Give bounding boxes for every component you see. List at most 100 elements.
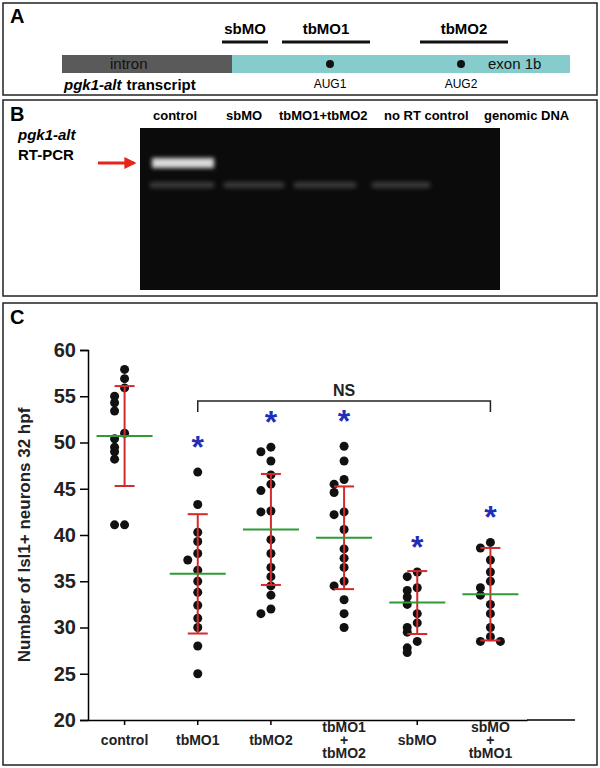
- tick: 30: [54, 616, 88, 638]
- data-point: [340, 595, 349, 604]
- exon-bar: [232, 55, 570, 73]
- gel-smear: [224, 182, 284, 188]
- data-point: [120, 365, 129, 374]
- data-point: [183, 555, 192, 564]
- tick: 60: [54, 339, 88, 361]
- category-label: control: [101, 732, 148, 748]
- tick-label: 20: [54, 709, 76, 731]
- figure: Aintronexon 1bpgk1-alttranscriptsbMOtbMO…: [0, 0, 600, 768]
- tick: tbMO1+tbMO2: [322, 719, 366, 761]
- mean-line: [170, 573, 226, 575]
- category-label-line: tbMO1: [469, 745, 513, 761]
- transcript-label: pgk1-alttranscript: [63, 76, 196, 93]
- panel-c: 202530354045505560controltbMO1tbMO2tbMO1…: [15, 339, 575, 761]
- category-label-line: sbMO: [398, 732, 437, 748]
- data-point: [266, 591, 275, 600]
- category-label-line: tbMO1: [176, 732, 220, 748]
- category-label: tbMO1+tbMO2: [322, 719, 366, 761]
- tick-mark: [80, 442, 88, 444]
- morpholino-label: tbMO1: [303, 20, 350, 37]
- error-bar-cap: [480, 547, 500, 549]
- bracket-label: NS: [333, 382, 356, 399]
- tick-mark: [417, 720, 419, 725]
- data-point: [266, 443, 275, 452]
- morpholino-label: tbMO2: [441, 20, 488, 37]
- data-point: [340, 609, 349, 618]
- data-point: [256, 507, 265, 516]
- y-axis: 202530354045505560: [54, 339, 89, 731]
- tick-mark: [80, 674, 88, 676]
- panel-label: C: [10, 306, 24, 328]
- gene-name: pgk1-alt: [63, 76, 123, 93]
- error-bar-cap: [188, 633, 208, 635]
- data-point: [330, 510, 339, 519]
- tick-mark: [80, 535, 88, 537]
- data-point: [340, 623, 349, 632]
- data-point: [110, 398, 119, 407]
- error-bar-cap: [480, 639, 500, 641]
- category-label: tbMO1: [176, 732, 220, 748]
- panel-label: B: [10, 103, 24, 125]
- plot-marks: [97, 365, 519, 678]
- axis-line: [89, 720, 528, 722]
- data-point: [193, 468, 202, 477]
- tick: sbMO+tbMO1: [469, 719, 513, 761]
- data-point: [413, 637, 422, 646]
- data-point: [256, 609, 265, 618]
- tick-label: 50: [54, 431, 76, 453]
- data-point: [120, 374, 129, 383]
- tick-label: 35: [54, 570, 76, 592]
- mean-line: [316, 537, 372, 539]
- data-point: [486, 538, 495, 547]
- data-point: [110, 520, 119, 529]
- bracket: [198, 401, 491, 412]
- gel-band: [152, 158, 214, 168]
- gel-image: [140, 128, 500, 290]
- error-bar-cap: [334, 485, 354, 487]
- error-bar-cap: [407, 633, 427, 635]
- panel-b: pgk1-altRT-PCRcontrolsbMOtbMO1+tbMO2no R…: [17, 108, 570, 290]
- tick-label: 30: [54, 616, 76, 638]
- error-bar-cap: [261, 473, 281, 475]
- axis-line: [527, 719, 575, 721]
- tick: 25: [54, 663, 88, 685]
- significance-marker: *: [265, 404, 278, 440]
- tick-mark: [270, 720, 272, 725]
- tick: control: [101, 720, 148, 748]
- data-point: [266, 605, 275, 614]
- data-point: [110, 407, 119, 416]
- error-bar-cap: [188, 513, 208, 515]
- tick-label: 55: [54, 385, 76, 407]
- axis-line: [80, 351, 89, 721]
- method-label: RT-PCR: [18, 146, 74, 163]
- tick: 20: [54, 709, 88, 731]
- tick-mark: [124, 720, 126, 725]
- panel-frame: [3, 303, 597, 765]
- tick: 40: [54, 524, 88, 546]
- intron-bar: [62, 55, 232, 73]
- lane-label: genomic DNA: [484, 108, 570, 123]
- data-point: [340, 442, 349, 451]
- tick-mark: [80, 581, 88, 583]
- category-label: sbMO: [398, 732, 437, 748]
- start-codon-dot: [326, 60, 334, 68]
- data-point: [256, 447, 265, 456]
- category-label-line: control: [101, 732, 148, 748]
- tick: tbMO2: [249, 720, 293, 748]
- gel-smear: [150, 182, 214, 188]
- mean-line: [389, 602, 445, 604]
- tick-mark: [80, 627, 88, 629]
- morpholino-line: [222, 41, 268, 44]
- y-axis-title: Number of Isl1+ neurons 32 hpf: [15, 407, 34, 662]
- data-point: [193, 642, 202, 651]
- data-point: [193, 500, 202, 509]
- panel-a: intronexon 1bpgk1-alttranscriptsbMOtbMO1…: [62, 20, 570, 93]
- tick-mark: [197, 720, 199, 725]
- arrow: [98, 162, 134, 165]
- gene-name: pgk1-alt: [17, 126, 77, 143]
- data-point: [110, 455, 119, 464]
- error-bar-cap: [407, 570, 427, 572]
- panel-frame: [3, 100, 597, 296]
- category-label-line: tbMO2: [249, 732, 293, 748]
- error-bar-cap: [261, 584, 281, 586]
